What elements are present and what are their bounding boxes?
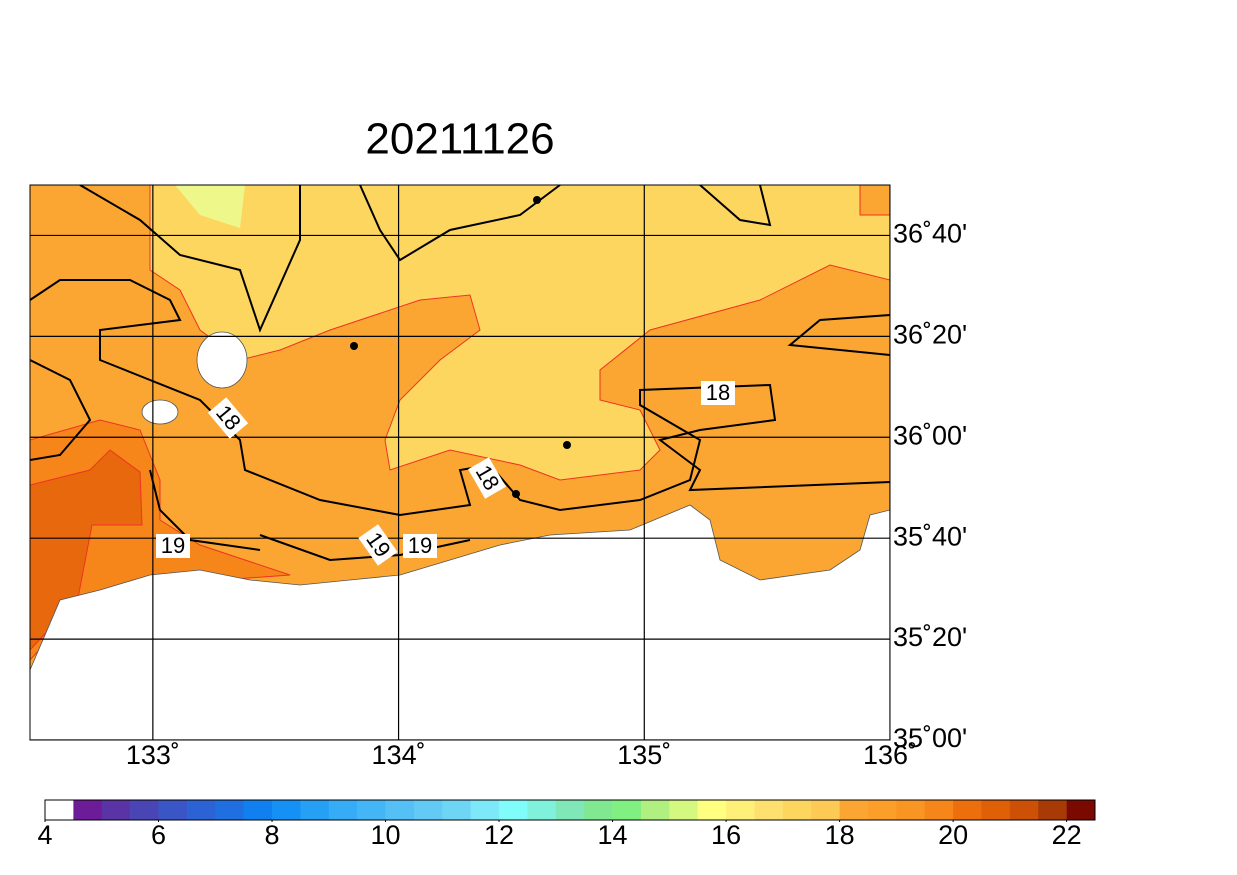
contour-label-text: 19 [408,533,432,558]
station-dot [563,441,571,449]
colorbar-segment [1009,800,1039,820]
colorbar-segment [101,800,131,820]
lat-tick-label: 35˚40' [893,521,967,551]
island [196,331,248,389]
colorbar-segment [385,800,415,820]
station-dot [533,196,541,204]
colorbar-segment [186,800,216,820]
colorbar-segment [867,800,897,820]
colorbar-segment [726,800,755,820]
contour-label-text: 18 [706,380,730,405]
lat-tick-label: 36˚40' [893,219,967,249]
map-title: 20211126 [365,115,554,164]
contour-line [79,185,301,333]
colorbar-segment [442,800,471,820]
lat-tick-label: 36˚00' [893,420,967,450]
colorbar-tick-label: 10 [371,820,401,850]
colorbar-tick-label: 6 [151,820,166,850]
colorbar-segment [272,800,301,820]
lat-tick-label: 35˚00' [893,723,967,753]
contour-line [30,359,92,461]
colorbar-segment [754,800,784,820]
colorbar-tick-label: 16 [711,820,741,850]
colorbar-segment [527,800,557,820]
colorbar: 4 6 8 10 12 14 16 18 20 22 [37,799,1096,850]
contour-line [787,314,890,356]
axes: 133˚ 134˚ 135˚ 136˚35˚00' 35˚20' 35˚40' 36˚00'… [126,219,967,771]
contour-line [699,185,772,227]
land [30,504,890,740]
colorbar-segment [158,800,188,820]
colorbar-segment [499,800,528,820]
colorbar-segment [357,800,386,820]
colorbar-tick-label: 20 [938,820,968,850]
label-box [403,534,437,558]
map-frame [29,184,891,741]
contour-line [149,469,261,551]
island [141,399,179,425]
contour-label-text: 19 [161,533,185,558]
colorbar-segment [243,800,273,820]
colorbar-segment [1066,800,1096,820]
colorbar-segment [697,800,727,820]
stations [350,196,571,498]
contour-label: 19 [403,533,437,558]
colorbar-tick-label: 12 [484,820,514,850]
label-box [207,397,249,439]
lon-tick-label: 134˚ [372,740,426,770]
lon-tick-label: 136˚ [863,740,917,770]
colorbar-segment [640,800,670,820]
map-field [30,185,890,740]
lon-tick-label: 135˚ [617,740,671,770]
colorbar-segment [782,800,812,820]
colorbar-segment [924,800,954,820]
colorbar-tick-label: 4 [37,820,52,850]
station-dot [512,490,520,498]
colorbar-segment [470,800,500,820]
label-box [701,381,735,405]
lat-tick-label: 35˚20' [893,622,967,652]
colorbar-segment [45,800,74,820]
lon-tick-label: 133˚ [126,740,180,770]
graticule [30,185,890,740]
contour-label: 18 [701,380,735,405]
label-box [156,534,190,558]
colorbar-tick-label: 22 [1052,820,1082,850]
cool-patch [175,185,245,228]
colorbar-segment [669,800,699,820]
station-dot [350,342,358,350]
colorbar-segment [981,800,1011,820]
contour-label: 19 [156,533,190,558]
colorbar-segment [811,800,840,820]
colorbar-segment [839,800,869,820]
colorbar-segment [953,800,982,820]
colorbar-tick-label: 14 [598,820,628,850]
colorbar-frame [44,799,1096,821]
colorbar-segment [328,800,358,820]
colorbar-segment [300,800,330,820]
contour-line [359,185,561,262]
colorbar-tick-label: 18 [825,820,855,850]
label-box [468,457,506,499]
colorbar-segment [130,800,159,820]
colorbar-segment [896,800,926,820]
colorbar-segment [1038,800,1067,820]
colorbar-segment [584,800,613,820]
colorbar-segment [215,800,244,820]
colorbar-segment [612,800,642,820]
warm-zone [149,185,890,481]
colorbar-tick-label: 8 [265,820,280,850]
colorbar-segment [413,800,443,820]
lat-tick-label: 36˚20' [893,319,967,349]
label-box [358,524,398,566]
colorbar-segment [555,800,585,820]
colorbar-segment [73,800,103,820]
